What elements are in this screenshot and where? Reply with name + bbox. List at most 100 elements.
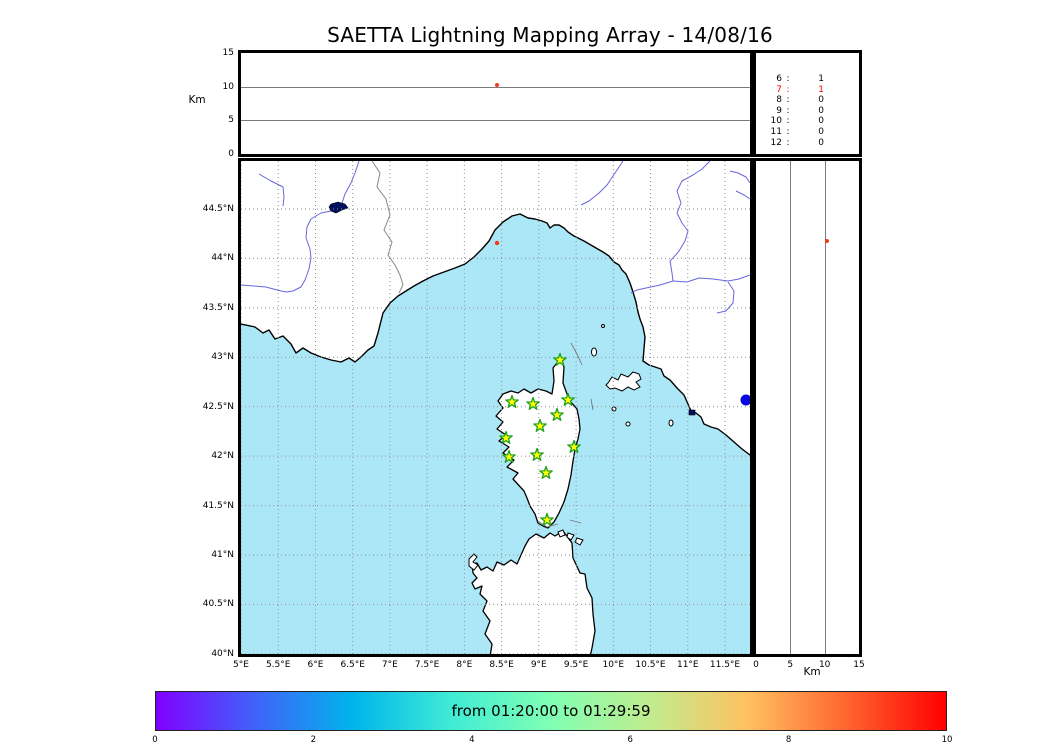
lightning-source-dot — [824, 238, 830, 244]
lon-tick: 8°E — [456, 660, 473, 670]
colorbar-tick: 0 — [152, 735, 158, 745]
lat-tick: 40.5°N — [202, 599, 234, 610]
lat-panel-gridline — [824, 161, 826, 654]
lightning-sources — [494, 240, 750, 406]
colon: : — [786, 137, 790, 148]
colorbar-tick: 2 — [310, 735, 317, 745]
lat-tick: 44.5°N — [202, 204, 234, 214]
station-count-rows: 6: 1 7: 1 8: 0 9: 0 10: 0 11: 0 12: 0 — [756, 53, 859, 148]
coastline-mainland — [241, 161, 750, 456]
alt-ytick: 10 — [222, 81, 234, 92]
station-count-row: 9: 0 — [756, 106, 859, 117]
colorbar-tick: 4 — [469, 735, 475, 745]
lon-tick: 11.5°E — [709, 660, 741, 670]
colon: : — [786, 74, 790, 84]
station-number: 6 — [776, 74, 782, 84]
lightning-source-dot — [740, 394, 750, 406]
colorbar-tick: 8 — [785, 735, 792, 745]
colon: : — [786, 126, 790, 137]
lon-tick: 9.5°E — [563, 660, 589, 670]
source-count: 0 — [818, 95, 824, 106]
lma-station-star — [505, 394, 519, 408]
lightning-source-dot — [494, 240, 500, 246]
montecristo-island — [625, 421, 631, 427]
lat-tick: 42°N — [211, 451, 234, 462]
time-window-label: from 01:20:00 to 01:29:59 — [451, 702, 651, 720]
altitude-latitude-panel — [753, 158, 862, 657]
elba-island — [605, 371, 642, 392]
station-count-row: 12: 0 — [756, 138, 859, 149]
station-count-panel: 6: 1 7: 1 8: 0 9: 0 10: 0 11: 0 12: 0 — [753, 50, 862, 157]
lon-tick: 8.5°E — [489, 660, 514, 670]
colon: : — [786, 84, 790, 95]
capraia-island — [591, 347, 597, 357]
lon-tick: 11°E — [676, 660, 699, 670]
sea-line-marks — [537, 342, 594, 528]
lon-tick: 9°E — [530, 660, 547, 670]
source-count: 0 — [818, 105, 824, 116]
alt-ytick: 15 — [222, 48, 234, 58]
altitude-longitude-panel — [238, 50, 753, 157]
source-count: 0 — [818, 126, 824, 137]
station-count-row: 7: 1 — [756, 85, 859, 96]
station-number: 8 — [776, 95, 782, 106]
station-number: 12 — [770, 137, 782, 148]
alt-axis-label: Km — [188, 94, 206, 106]
source-count: 0 — [818, 116, 824, 127]
lat-tick: 43.5°N — [202, 302, 234, 313]
lma-station-star — [561, 392, 575, 406]
lon-tick: 7.5°E — [414, 660, 440, 670]
colon: : — [786, 95, 790, 106]
alt-ytick: 5 — [228, 115, 234, 126]
lon-tick: 5°E — [233, 660, 249, 670]
gorgona-island — [601, 324, 605, 328]
giglio-island — [668, 419, 674, 427]
map-grid — [241, 161, 750, 654]
asinara-island — [468, 553, 479, 571]
lma-station-star — [526, 396, 540, 410]
lat-tick: 42.5°N — [202, 401, 234, 412]
lat-panel-gridline — [790, 161, 792, 654]
lat-panel-axis-label: Km — [803, 666, 821, 678]
lightning-source-dot — [494, 82, 500, 88]
lon-tick: 5.5°E — [265, 660, 291, 670]
lat-tick: 41.5°N — [202, 500, 234, 511]
alt-panel-gridline — [241, 120, 750, 122]
time-colorbar: from 01:20:00 to 01:29:59 — [155, 691, 947, 731]
pianosa-island — [611, 406, 617, 412]
lma-station-star — [540, 512, 554, 526]
lat-panel-km-tick: 10 — [818, 660, 831, 670]
lon-tick: 6.5°E — [340, 660, 365, 670]
station-count-row: 6: 1 — [756, 74, 859, 85]
lat-panel-km-tick: 15 — [853, 660, 865, 670]
lat-panel-km-tick: 0 — [753, 660, 759, 670]
page-title: SAETTA Lightning Mapping Array - 14/08/1… — [327, 23, 773, 47]
lat-tick: 43°N — [211, 352, 234, 363]
alt-ytick: 0 — [228, 149, 234, 159]
lma-station-star — [530, 447, 544, 461]
lma-station-star — [502, 449, 516, 463]
colon: : — [786, 105, 790, 116]
lat-panel-km-tick: 5 — [787, 660, 794, 670]
station-number: 11 — [770, 126, 782, 137]
lma-station-star — [499, 430, 513, 444]
country-border — [371, 161, 404, 294]
lon-tick: 6°E — [307, 660, 324, 670]
maddalena-islands — [557, 529, 584, 546]
colon: : — [786, 116, 790, 127]
station-number: 9 — [776, 105, 782, 116]
lma-station-star — [553, 352, 567, 366]
lma-station-star — [567, 439, 581, 453]
lat-tick: 41°N — [211, 550, 234, 560]
lma-station-star — [533, 418, 547, 432]
lon-tick: 10°E — [602, 660, 625, 670]
lon-tick: 7°E — [381, 660, 398, 670]
map-canvas — [241, 161, 750, 654]
alt-panel-gridline — [241, 86, 750, 88]
station-count-row: 11: 0 — [756, 127, 859, 138]
colorbar-tick: 6 — [627, 735, 633, 745]
lma-station-star — [539, 465, 553, 479]
station-count-row: 10: 0 — [756, 116, 859, 127]
station-count-row: 8: 0 — [756, 95, 859, 106]
